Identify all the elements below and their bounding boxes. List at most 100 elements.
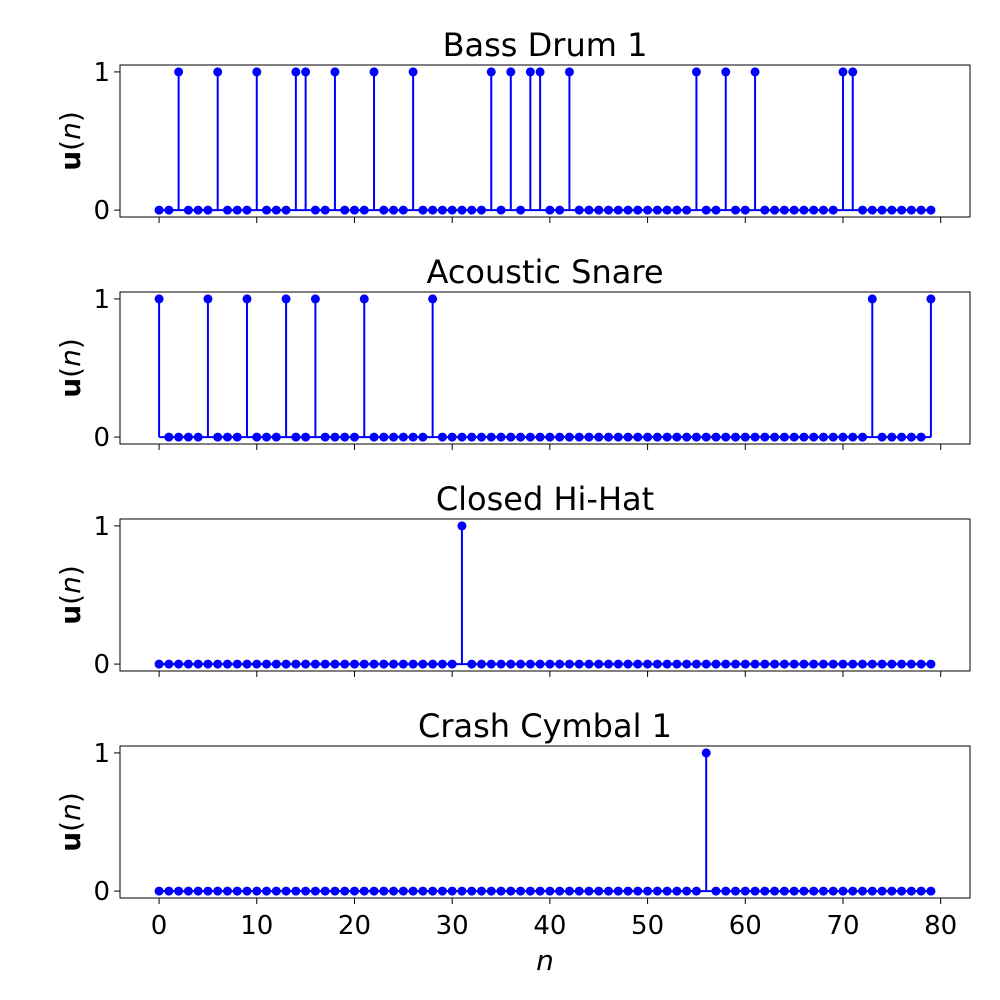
panel-2-marker-n56	[701, 432, 711, 442]
panel-4-marker-n21	[359, 886, 369, 896]
panel-1-marker-n56	[701, 205, 711, 215]
panel-4-marker-n5	[203, 886, 213, 896]
panel-1-marker-n20	[349, 205, 359, 215]
panel-1-y-axis-label: u(n)	[54, 111, 87, 171]
panel-2-marker-n36	[506, 432, 516, 442]
panel-2-marker-n44	[584, 432, 594, 442]
panel-3-marker-n68	[818, 659, 828, 669]
panel-2-ytick-label: 1	[93, 285, 110, 315]
panel-1-title: Bass Drum 1	[443, 26, 648, 64]
panel-3-axes-frame	[119, 518, 971, 672]
panel-2-marker-n27	[418, 432, 428, 442]
panel-2-marker-n2	[174, 432, 184, 442]
panel-1-marker-n44	[584, 205, 594, 215]
panel-4-marker-n73	[867, 886, 877, 896]
panel-3-marker-n43	[574, 659, 584, 669]
panel-4-marker-n58	[721, 886, 731, 896]
panel-2-marker-n40	[545, 432, 555, 442]
panel-2-marker-n67	[809, 432, 819, 442]
panel-3-marker-n5	[203, 659, 213, 669]
panel-1-marker-n65	[789, 205, 799, 215]
panel-1-marker-n48	[623, 205, 633, 215]
panel-3-marker-n11	[262, 659, 272, 669]
panel-3-marker-n53	[672, 659, 682, 669]
panel-4-xtick-label: 20	[338, 911, 371, 941]
panel-3-marker-n17	[320, 659, 330, 669]
panel-4-marker-n43	[574, 886, 584, 896]
panel-2-marker-n39	[535, 432, 545, 442]
panel-2-marker-n31	[457, 432, 467, 442]
panel-4-xtick-label: 10	[240, 911, 273, 941]
panel-2-marker-n18	[330, 432, 340, 442]
panel-4-marker-n18	[330, 886, 340, 896]
panel-4-marker-n40	[545, 886, 555, 896]
panel-4-marker-n50	[643, 886, 653, 896]
panel-2-marker-n79	[926, 294, 936, 304]
panel-2-marker-n3	[183, 432, 193, 442]
panel-1-marker-n67	[809, 205, 819, 215]
panel-2-marker-n49	[633, 432, 643, 442]
panel-3-marker-n48	[623, 659, 633, 669]
panel-3-marker-n72	[858, 659, 868, 669]
panel-4-marker-n37	[516, 886, 526, 896]
panel-4-marker-n27	[418, 886, 428, 896]
panel-3-marker-n27	[418, 659, 428, 669]
panel-1-marker-n1	[164, 205, 174, 215]
panel-1-marker-n32	[467, 205, 477, 215]
panel-4-ytick-label: 1	[93, 739, 110, 769]
panel-3-marker-n23	[379, 659, 389, 669]
panel-3-marker-n36	[506, 659, 516, 669]
panel-3-marker-n8	[232, 659, 242, 669]
panel-2-marker-n75	[887, 432, 897, 442]
panel-2-marker-n63	[770, 432, 780, 442]
panel-3-marker-n32	[467, 659, 477, 669]
panel-1-marker-n75	[887, 205, 897, 215]
panel-4-xtick-label: 30	[436, 911, 469, 941]
panel-4-marker-n61	[750, 886, 760, 896]
panel-2-marker-n68	[818, 432, 828, 442]
panel-3-title: Closed Hi-Hat	[436, 480, 654, 518]
panel-3-marker-n58	[721, 659, 731, 669]
panel-1-marker-n68	[818, 205, 828, 215]
panel-4-marker-n45	[594, 886, 604, 896]
panel-4-marker-n44	[584, 886, 594, 896]
panel-1-marker-n58	[721, 67, 731, 77]
panel-1-marker-n47	[613, 205, 623, 215]
panel-2-marker-n50	[643, 432, 653, 442]
panel-1-marker-n13	[281, 205, 291, 215]
panel-2-marker-n69	[828, 432, 838, 442]
panel-1-marker-n16	[310, 205, 320, 215]
panel-2-marker-n77	[906, 432, 916, 442]
panel-3-marker-n50	[643, 659, 653, 669]
panel-3-marker-n64	[779, 659, 789, 669]
panel-1-marker-n52	[662, 205, 672, 215]
panel-3-marker-n42	[564, 659, 574, 669]
panel-4-marker-n36	[506, 886, 516, 896]
panel-3-marker-n7	[222, 659, 232, 669]
panel-2-marker-n5	[203, 294, 213, 304]
panel-4-title: Crash Cymbal 1	[418, 707, 672, 745]
panel-2-marker-n58	[721, 432, 731, 442]
panel-3-marker-n0	[154, 659, 164, 669]
panel-1-marker-n15	[301, 67, 311, 77]
panel-1-marker-n45	[594, 205, 604, 215]
panel-4-marker-n52	[662, 886, 672, 896]
panel-4-marker-n17	[320, 886, 330, 896]
panel-2-marker-n32	[467, 432, 477, 442]
panel-2-marker-n73	[867, 294, 877, 304]
panel-4-marker-n10	[252, 886, 262, 896]
panel-4-marker-n24	[389, 886, 399, 896]
panel-2-marker-n29	[437, 432, 447, 442]
panel-3-marker-n29	[437, 659, 447, 669]
panel-4-marker-n3	[183, 886, 193, 896]
panel-1-marker-n43	[574, 205, 584, 215]
panel-3-marker-n56	[701, 659, 711, 669]
panel-4-xtick-label: 50	[631, 911, 664, 941]
panel-3-marker-n71	[848, 659, 858, 669]
panel-3-marker-n14	[291, 659, 301, 669]
panel-1-marker-n79	[926, 205, 936, 215]
panel-3-marker-n41	[555, 659, 565, 669]
panel-3-marker-n52	[662, 659, 672, 669]
panel-2-marker-n4	[193, 432, 203, 442]
panel-1-marker-n7	[222, 205, 232, 215]
